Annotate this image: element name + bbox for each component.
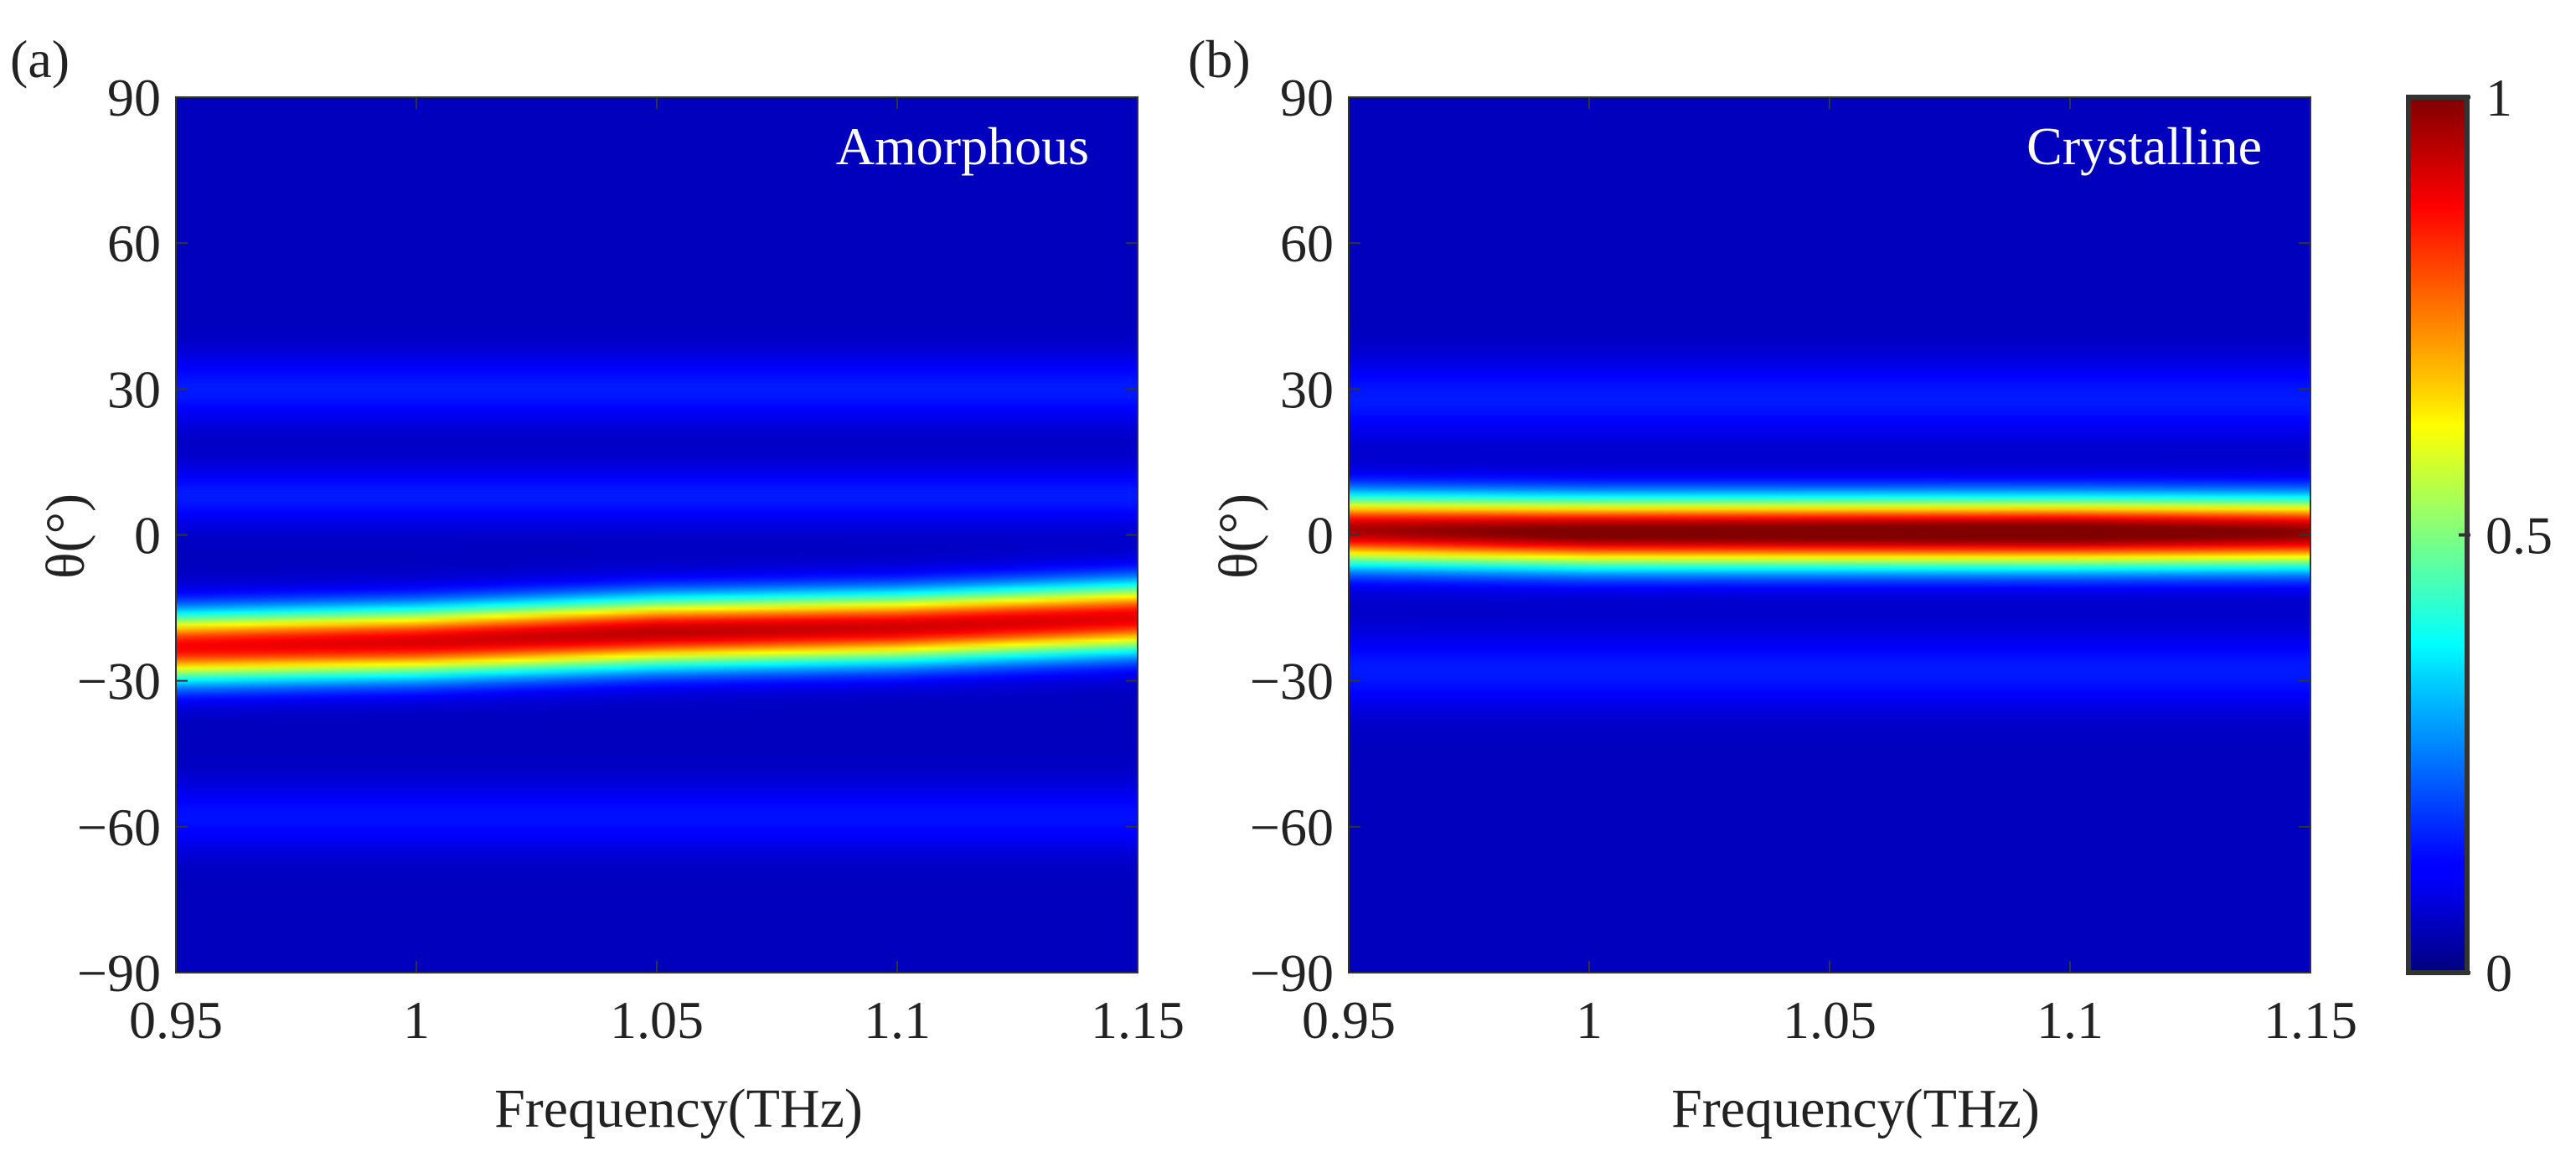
y-tick-label-b: −30 <box>1250 652 1334 711</box>
x-tick-label-a: 0.95 <box>129 990 223 1050</box>
y-axis-label-b: θ(°) <box>1208 493 1269 579</box>
x-tick-label-b: 0.95 <box>1302 990 1396 1050</box>
x-axis-ticks-a: 0.95 1 1.05 1.1 1.15 <box>129 97 1185 1050</box>
y-tick-label-b: −90 <box>1250 943 1334 1003</box>
annotation-crystalline: Crystalline <box>2026 116 2262 176</box>
y-axis-ticks-a: 90 60 30 0 −30 −60 −90 <box>77 68 1138 1003</box>
y-tick-label-a: −90 <box>77 943 161 1003</box>
y-tick-label-b: 90 <box>1280 68 1334 127</box>
y-tick-label-a: 90 <box>107 68 161 127</box>
y-tick-label-a: 0 <box>134 506 161 565</box>
heatmap-a-image <box>176 97 1138 973</box>
colorbar-tick-label: 0 <box>2486 943 2512 1003</box>
y-tick-label-b: −60 <box>1250 798 1334 857</box>
colorbar-ticks: 00.51 <box>2459 68 2553 1003</box>
panel-b: 90 60 30 0 −30 −60 −90 0.95 1 1.05 1.1 1.15 (b) Cr… <box>1188 29 2357 1139</box>
y-tick-label-b: 0 <box>1307 506 1334 565</box>
x-axis-label-a: Frequency(THz) <box>494 1078 863 1139</box>
y-tick-label-a: 30 <box>107 359 161 419</box>
y-axis-label-a: θ(°) <box>35 493 96 579</box>
colorbar-tick-label: 0.5 <box>2486 506 2553 565</box>
y-tick-label-a: −60 <box>77 798 161 857</box>
y-tick-label-a: −30 <box>77 652 161 711</box>
heatmap-b-image <box>1349 97 2310 973</box>
panel-a: 90 60 30 0 −30 −60 −90 0.95 1 1.05 1.1 1.15 (a) Am… <box>10 29 1185 1139</box>
y-tick-label-b: 30 <box>1280 359 1334 419</box>
annotation-amorphous: Amorphous <box>836 116 1089 176</box>
x-axis-ticks-b: 0.95 1 1.05 1.1 1.15 <box>1302 97 2357 1050</box>
colorbar-gradient <box>2408 97 2467 973</box>
panel-label-b: (b) <box>1188 29 1251 89</box>
panel-label-a: (a) <box>10 29 70 89</box>
y-tick-label-b: 60 <box>1280 214 1334 273</box>
x-tick-label-a: 1.05 <box>610 990 704 1050</box>
y-tick-label-a: 60 <box>107 214 161 273</box>
x-tick-label-a: 1 <box>403 990 430 1050</box>
x-axis-label-b: Frequency(THz) <box>1671 1078 2040 1139</box>
x-tick-label-b: 1.05 <box>1783 990 1877 1050</box>
x-tick-label-b: 1.15 <box>2264 990 2357 1050</box>
colorbar-tick-label: 1 <box>2486 68 2512 127</box>
y-axis-ticks-b: 90 60 30 0 −30 −60 −90 <box>1250 68 2310 1003</box>
x-tick-label-a: 1.15 <box>1091 990 1185 1050</box>
x-tick-label-b: 1.1 <box>2037 990 2104 1050</box>
x-tick-label-a: 1.1 <box>864 990 931 1050</box>
x-tick-label-b: 1 <box>1576 990 1603 1050</box>
colorbar: 00.51 <box>2406 68 2553 1003</box>
